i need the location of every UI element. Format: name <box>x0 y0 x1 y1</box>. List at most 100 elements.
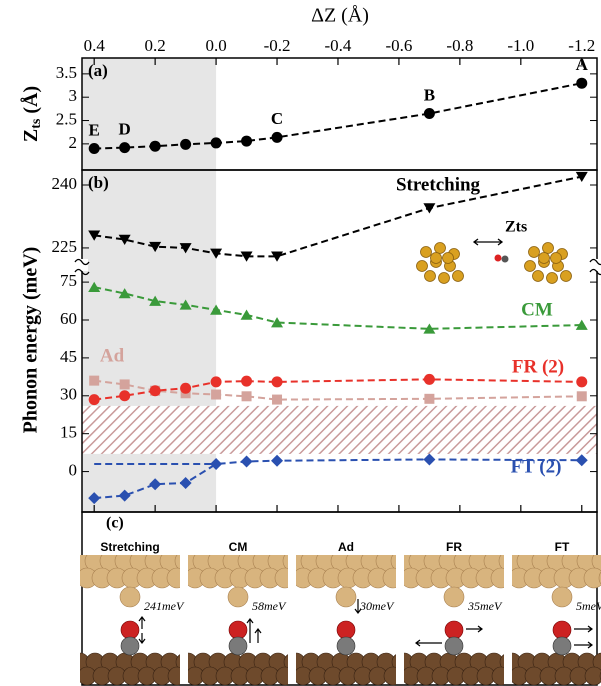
y-tick-label: 30 <box>60 385 77 404</box>
point <box>119 142 131 154</box>
series-line <box>94 458 582 500</box>
point <box>210 248 223 259</box>
y-axis-title-part: ts <box>29 118 44 129</box>
y-tick-label: 3.5 <box>56 63 77 82</box>
plot-layer: 0.4 0.2 0.0 -0.2 -0.4 -0.6 -0.8 -1.0 -1.2 ΔZ (Å) 2… <box>19 5 601 686</box>
point <box>575 454 588 467</box>
oxygen <box>336 620 356 640</box>
substrate-atom <box>499 654 504 670</box>
point <box>88 281 101 292</box>
point <box>423 323 436 334</box>
surface-atom <box>583 567 601 589</box>
motion-arrow <box>354 599 362 614</box>
point <box>88 230 101 241</box>
y-tick-label: 240 <box>52 174 78 193</box>
inset-atom <box>542 242 554 254</box>
surface-atom <box>55 551 75 571</box>
inset-label: Zts <box>505 219 527 236</box>
surface-atom <box>490 567 504 589</box>
y-tick-label: 225 <box>52 237 78 256</box>
inset-atom <box>434 242 446 254</box>
motion-arrow <box>574 625 593 633</box>
substrate-atom <box>275 666 288 686</box>
point <box>240 309 253 320</box>
frame-energy: 5meV <box>576 599 601 613</box>
x-tick-label: -0.8 <box>446 36 473 55</box>
y-axis-title-part: (Å) <box>19 86 42 119</box>
carbon <box>552 636 572 656</box>
point <box>149 140 161 152</box>
axis-break <box>591 259 601 271</box>
point <box>88 492 101 505</box>
motion-arrow <box>574 641 593 649</box>
x-tick-label: -0.2 <box>264 36 291 55</box>
y-axis-title: Zts (Å) <box>19 86 45 142</box>
y-tick-label: 3 <box>69 86 78 105</box>
substrate-atom <box>283 654 288 670</box>
frame-energy: 30meV <box>359 599 395 613</box>
frame-title: CM <box>229 540 248 554</box>
inset-atom <box>550 252 562 264</box>
point <box>118 234 131 245</box>
substrate-atom <box>56 653 74 671</box>
adatom <box>119 586 141 608</box>
point <box>179 243 192 254</box>
substrate-atom <box>175 654 180 670</box>
surface-atom <box>166 567 180 589</box>
carbon <box>228 636 248 656</box>
adatom <box>443 586 465 608</box>
inset-atom <box>546 272 558 284</box>
axis-break <box>589 268 601 276</box>
point <box>423 373 435 385</box>
point <box>240 251 253 262</box>
y-tick-label: 15 <box>60 423 77 442</box>
point <box>88 143 100 155</box>
carbon <box>444 636 464 656</box>
point-label: B <box>424 85 435 104</box>
x-axis-title: ΔZ (Å) <box>311 5 369 27</box>
carbon <box>120 636 140 656</box>
point <box>149 478 162 491</box>
point <box>241 375 253 387</box>
point <box>119 379 130 390</box>
illustration-frame <box>404 555 504 686</box>
panel-label: (b) <box>88 173 109 192</box>
oxygen <box>120 620 140 640</box>
panel-label: (c) <box>106 515 124 532</box>
point <box>576 77 588 89</box>
point <box>272 394 283 405</box>
frame-title: FR <box>446 540 462 554</box>
series-label: CM <box>521 299 553 320</box>
motion-arrow <box>246 618 254 643</box>
inset-atom <box>452 270 464 282</box>
frame-energy: 58meV <box>252 599 287 613</box>
illustration-frame <box>512 555 601 686</box>
y-axis-title: Phonon energy (meV) <box>20 247 42 434</box>
point <box>149 241 162 253</box>
substrate-atom <box>80 671 82 681</box>
inset-arrow <box>472 238 504 246</box>
axis-break <box>589 258 601 266</box>
point-label: C <box>271 109 283 128</box>
point <box>179 299 192 310</box>
point-label: E <box>89 120 100 139</box>
point <box>180 138 192 150</box>
axis-break <box>76 259 88 271</box>
point <box>575 319 588 330</box>
adatom <box>551 586 573 608</box>
substrate-atom <box>491 666 504 686</box>
point <box>271 251 284 262</box>
frame-title: Ad <box>338 540 354 554</box>
point <box>210 458 223 470</box>
frame-title: Stretching <box>100 540 159 554</box>
inset-atom <box>524 260 536 272</box>
y-tick-label: 60 <box>60 309 77 328</box>
surface-atom <box>382 567 396 589</box>
oxygen <box>228 620 248 640</box>
point <box>210 137 222 149</box>
x-tick-label: -0.6 <box>385 36 412 55</box>
point <box>118 489 131 502</box>
point <box>88 394 100 406</box>
inset-atom <box>416 260 428 272</box>
